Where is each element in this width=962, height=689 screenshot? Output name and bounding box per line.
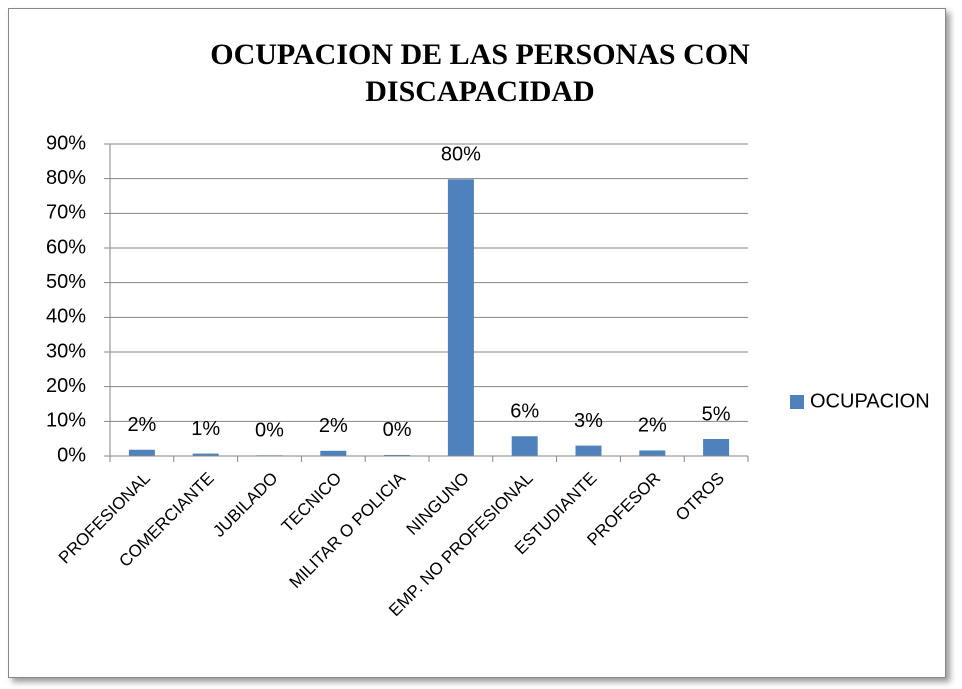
- data-label: 6%: [510, 401, 539, 423]
- data-label: 0%: [383, 419, 412, 441]
- bar: [575, 445, 602, 456]
- y-tick-label: 80%: [46, 167, 86, 189]
- data-label: 2%: [127, 414, 156, 436]
- y-tick-label: 0%: [57, 444, 86, 466]
- bar: [128, 449, 155, 456]
- y-tick-label: 30%: [46, 340, 86, 362]
- y-tick-label: 60%: [46, 236, 86, 258]
- bar: [703, 439, 730, 456]
- legend-swatch: [790, 395, 804, 409]
- data-label: 1%: [191, 418, 220, 440]
- bar: [639, 450, 666, 456]
- y-tick-label: 10%: [46, 410, 86, 432]
- data-label: 2%: [638, 415, 667, 437]
- y-tick-label: 50%: [46, 271, 86, 293]
- bar: [320, 450, 347, 456]
- x-tick-label: OTROS: [672, 469, 728, 525]
- data-label: 5%: [702, 403, 731, 425]
- data-label: 2%: [319, 415, 348, 437]
- data-label: 3%: [574, 410, 603, 432]
- bar: [511, 436, 538, 456]
- x-tick-label: MILITAR O POLICIA: [286, 468, 410, 592]
- chart-title: OCUPACION DE LAS PERSONAS CON DISCAPACID…: [210, 38, 750, 108]
- y-tick-label: 90%: [46, 132, 86, 154]
- chart-frame: [8, 8, 946, 678]
- y-tick-label: 70%: [46, 202, 86, 224]
- x-tick-label: JUBILADO: [209, 469, 281, 541]
- bar: [384, 454, 411, 456]
- data-label: 0%: [255, 420, 284, 442]
- y-tick-label: 40%: [46, 306, 86, 328]
- legend-label: OCUPACION: [810, 390, 930, 412]
- bar: [447, 179, 474, 457]
- x-tick-label: TECNICO: [278, 469, 346, 537]
- data-label: 80%: [441, 144, 481, 166]
- bar: [192, 453, 219, 456]
- y-tick-label: 20%: [46, 375, 86, 397]
